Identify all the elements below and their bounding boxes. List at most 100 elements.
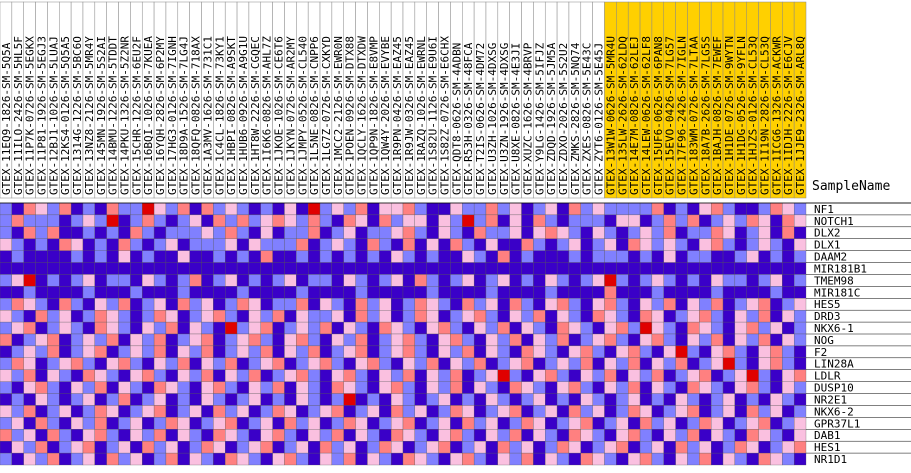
heatmap-cell (331, 250, 344, 263)
heatmap-cell (355, 381, 368, 394)
heatmap-cell (793, 274, 807, 287)
heatmap-cell (722, 369, 736, 382)
heatmap-cell (616, 417, 629, 430)
heatmap-cell (189, 452, 202, 466)
heatmap-cell (165, 274, 178, 287)
heatmap-cell (319, 202, 333, 216)
heatmap-cell (296, 286, 309, 299)
heatmap-cell (260, 405, 273, 418)
heatmap-cell (82, 452, 95, 466)
heatmap-cell (509, 262, 522, 275)
heatmap-cell (213, 238, 226, 251)
heatmap-cell (379, 417, 392, 430)
heatmap-cell (782, 286, 795, 299)
heatmap-cell (142, 262, 155, 275)
heatmap-cell (225, 333, 238, 347)
heatmap-cell (628, 238, 641, 251)
heatmap-cell (260, 381, 273, 394)
sample-label: GTEX-1HUB6-0926-SM-A9G1U (237, 36, 250, 195)
heatmap-cell (497, 310, 510, 323)
heatmap-cell (130, 202, 143, 216)
heatmap-cell (130, 286, 143, 299)
heatmap-cell (758, 369, 771, 382)
heatmap-cell (225, 274, 238, 287)
heatmap-cell (711, 381, 724, 394)
heatmap-cell (23, 441, 36, 454)
heatmap-cell (165, 321, 178, 335)
heatmap-cell (639, 250, 653, 263)
heatmap-cell (142, 429, 155, 442)
heatmap-cell (699, 310, 712, 323)
heatmap-cell (189, 345, 202, 358)
heatmap-cell (308, 214, 321, 227)
heatmap-cell (70, 321, 84, 335)
heatmap-cell (568, 452, 581, 466)
heatmap-cell (592, 286, 605, 299)
heatmap-cell (225, 452, 238, 466)
heatmap-cell (130, 417, 143, 430)
heatmap-cell (343, 393, 356, 406)
heatmap-cell (556, 369, 570, 382)
heatmap-cell (473, 262, 487, 275)
sample-label: GTEX-15CHR-1226-SM-6EU2F (130, 36, 143, 195)
heatmap-cell (616, 262, 629, 275)
heatmap-cell (367, 310, 380, 323)
heatmap-cell (201, 345, 214, 358)
heatmap-cell (130, 393, 143, 406)
heatmap-cell (580, 250, 593, 263)
heatmap-cell (438, 310, 451, 323)
heatmap-cell (390, 405, 404, 418)
heatmap-cell (497, 429, 510, 442)
heatmap-cell (438, 262, 451, 275)
heatmap-cell (82, 345, 95, 358)
heatmap-cell (687, 262, 700, 275)
heatmap-cell (734, 321, 747, 335)
heatmap-cell (568, 333, 581, 347)
heatmap-cell (118, 441, 131, 454)
heatmap-cell (296, 333, 309, 347)
heatmap-cell (331, 405, 344, 418)
heatmap-cell (331, 369, 344, 382)
heatmap-cell (509, 321, 522, 335)
heatmap-cell (236, 393, 250, 406)
heatmap-cell (521, 393, 534, 406)
gene-label: DLX2 (814, 227, 841, 240)
heatmap-cell (568, 298, 581, 311)
heatmap-cell (248, 357, 261, 370)
heatmap-cell (438, 202, 451, 216)
heatmap-cell (556, 452, 570, 466)
heatmap-cell (379, 214, 392, 227)
heatmap-cell (485, 405, 498, 418)
heatmap-cell (189, 250, 202, 263)
sample-label: GTEX-1S82Z-0726-SM-E6CHX (438, 36, 451, 195)
heatmap-cell (35, 250, 48, 263)
heatmap-cell (213, 333, 226, 347)
heatmap-cell (473, 441, 487, 454)
heatmap-cell (343, 238, 356, 251)
heatmap-cell (379, 262, 392, 275)
heatmap-cell (533, 250, 546, 263)
heatmap-cell (11, 369, 24, 382)
sample-label: GTEX-1BAJH-0826-SM-7EWEF (711, 36, 724, 195)
heatmap-cell (201, 452, 214, 466)
heatmap-cell (462, 405, 475, 418)
heatmap-cell (533, 333, 546, 347)
heatmap-cell (319, 286, 333, 299)
heatmap-cell (521, 262, 534, 275)
heatmap-cell (260, 274, 273, 287)
heatmap-cell (722, 310, 736, 323)
heatmap-cell (355, 417, 368, 430)
heatmap-cell (426, 310, 439, 323)
gene-labels: NF1NOTCH1DLX2DLX1DAAM2MIR181B1TMEM98MIR1… (0, 202, 911, 466)
heatmap-cell (722, 357, 736, 370)
heatmap-cell (616, 333, 629, 347)
heatmap-cell (556, 226, 570, 239)
heatmap-cell (651, 214, 664, 227)
heatmap-cell (722, 298, 736, 311)
heatmap-cell (556, 286, 570, 299)
heatmap-cell (426, 381, 439, 394)
heatmap-cell (213, 274, 226, 287)
heatmap-cell (414, 214, 427, 227)
heatmap-cell (663, 357, 676, 370)
heatmap-cell (651, 298, 664, 311)
